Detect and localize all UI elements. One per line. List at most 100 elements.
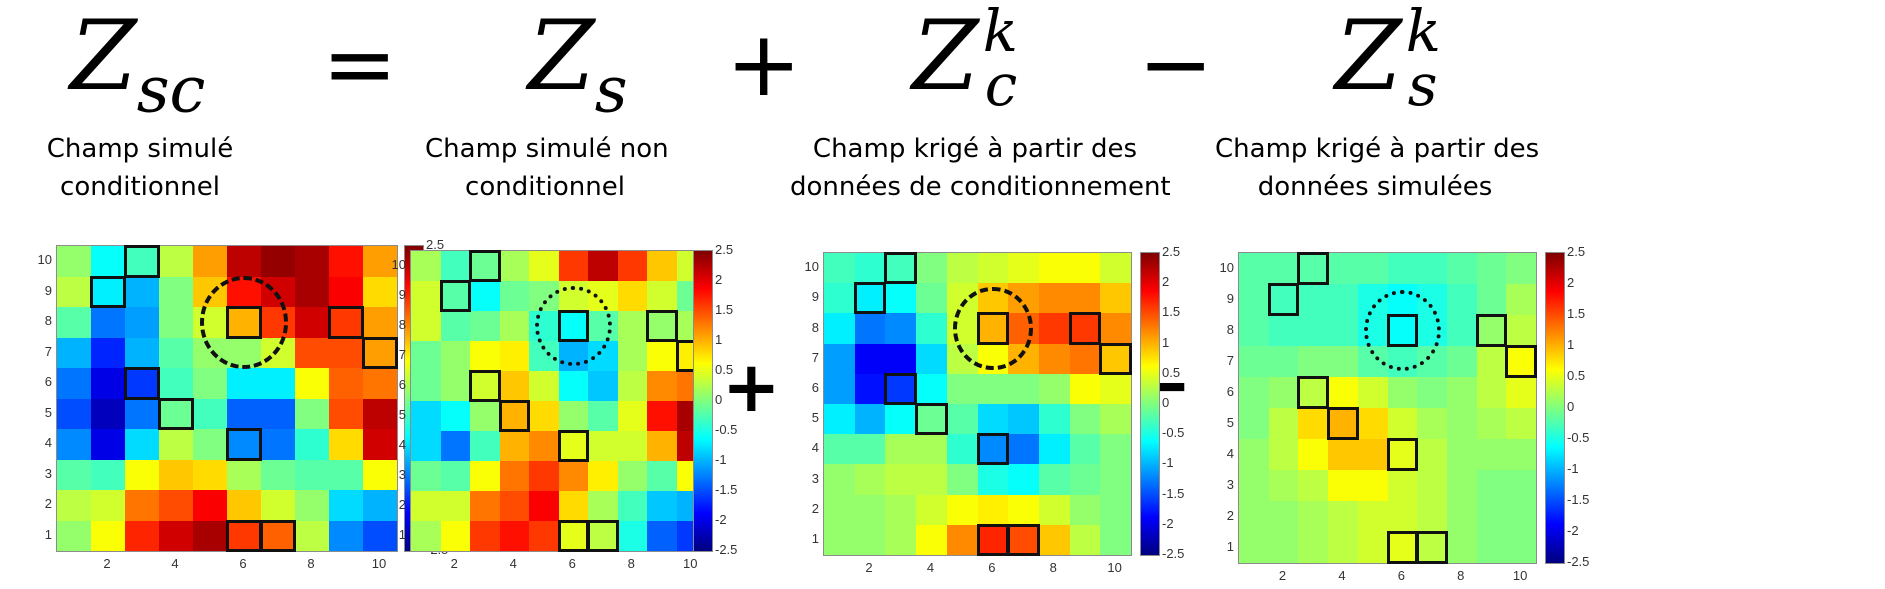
- heatmap-cell: [1328, 408, 1358, 439]
- heatmap-cell: [1387, 377, 1418, 408]
- heatmap-cell: [440, 371, 470, 401]
- y-tick-label: 7: [44, 343, 52, 359]
- heatmap-cell: [91, 246, 125, 277]
- heatmap-cell: [824, 524, 855, 555]
- heatmap-cell: [854, 343, 886, 374]
- neighborhood-circle: [952, 286, 1033, 371]
- heatmap-cell: [1268, 315, 1299, 346]
- y-tick-label: 3: [44, 465, 52, 481]
- heatmap-cell: [1506, 377, 1536, 408]
- heatmap-cell: [824, 404, 855, 435]
- heatmap-cell: [57, 490, 91, 521]
- caption-conditional-simulation: Champ simulé conditionnel: [40, 130, 240, 206]
- heatmap-cell: [363, 429, 397, 460]
- heatmap-cell: [499, 311, 529, 341]
- y-tick-label: 2: [811, 500, 819, 516]
- formula-subscript: sc: [136, 53, 206, 128]
- x-tick-label: 10: [1512, 568, 1528, 583]
- heatmap-cell: [1357, 439, 1388, 470]
- colorbar-tick-label: -1.5: [1567, 492, 1590, 507]
- conditioning-point-marker: [557, 430, 589, 462]
- heatmap-cell: [329, 368, 363, 399]
- heatmap-cell: [411, 341, 441, 371]
- heatmap-cell: [1100, 404, 1131, 435]
- heatmap-cell: [617, 341, 647, 371]
- colorbar-tick-label: 1: [715, 332, 723, 347]
- heatmap-cell: [295, 459, 329, 490]
- heatmap-cell: [1446, 408, 1477, 439]
- formula-superscript: k: [1405, 0, 1441, 65]
- heatmap-cell: [1069, 313, 1101, 344]
- heatmap-cell: [1446, 470, 1477, 501]
- heatmap-cell: [1506, 470, 1536, 501]
- heatmap-cell: [440, 521, 470, 551]
- heatmap-cell: [854, 464, 886, 495]
- heatmap-cell: [1008, 524, 1039, 555]
- heatmap-cell: [916, 313, 947, 344]
- y-tick-label: 9: [1226, 290, 1234, 306]
- y-tick-label: 9: [811, 289, 819, 305]
- conditioning-point-marker: [469, 370, 501, 402]
- heatmap-cell: [977, 524, 1009, 555]
- conditioning-point-marker: [1386, 531, 1419, 564]
- heatmap-cell: [1298, 532, 1329, 563]
- heatmap-cell: [329, 337, 363, 368]
- y-tick-label: 1: [1226, 538, 1234, 554]
- heatmap-cell: [1100, 253, 1131, 284]
- heatmap-cell: [363, 246, 397, 277]
- formula-subscript: c: [984, 51, 1018, 119]
- colorbar-tick-label: 1.5: [1567, 306, 1586, 321]
- heatmap-cell: [916, 434, 947, 465]
- colorbar-tick-label: -0.5: [1162, 425, 1185, 441]
- y-tick-label: 3: [811, 470, 819, 486]
- heatmap-cell: [1328, 315, 1358, 346]
- heatmap-cell: [1506, 346, 1536, 377]
- heatmap-cell: [558, 461, 588, 491]
- heatmap-cell: [499, 491, 529, 521]
- heatmap-cell: [363, 276, 397, 307]
- heatmap-cell: [295, 490, 329, 521]
- plus-operator: +: [726, 12, 802, 117]
- colorbar-tick-label: 0: [1162, 395, 1170, 410]
- heatmap-cell: [363, 398, 397, 429]
- heatmap-cell: [854, 373, 886, 404]
- heatmap-cell: [159, 337, 193, 368]
- heatmap-cell: [159, 490, 193, 521]
- heatmap-cell: [1298, 284, 1329, 315]
- heatmap-cell: [617, 281, 647, 311]
- heatmap-cell: [1268, 377, 1299, 408]
- y-tick-label: 10: [391, 257, 406, 272]
- heatmap-cell: [647, 461, 677, 491]
- heatmap-cell: [159, 459, 193, 490]
- x-tick-label: 8: [1457, 568, 1465, 583]
- heatmap-cell: [1069, 253, 1101, 284]
- heatmap-cell: [411, 371, 441, 401]
- conditioning-point-marker: [498, 400, 530, 432]
- heatmap-cell: [125, 459, 159, 490]
- y-tick-label: 3: [1226, 476, 1234, 492]
- x-tick-label: 4: [926, 560, 935, 575]
- heatmap-cell: [470, 341, 500, 371]
- heatmap-cell: [1476, 284, 1507, 315]
- heatmap-cell: [854, 524, 886, 555]
- heatmap-cell: [411, 461, 441, 491]
- heatmap-cell: [295, 307, 329, 338]
- heatmap-cell: [227, 429, 261, 460]
- heatmap-cell: [1239, 439, 1269, 470]
- heatmap-cell: [946, 373, 978, 404]
- heatmap-cell: [1298, 315, 1329, 346]
- heatmap-cell: [57, 368, 91, 399]
- conditioning-point-marker: [884, 372, 918, 405]
- conditioning-point-marker: [124, 245, 160, 278]
- heatmap-cell: [588, 461, 618, 491]
- heatmap-cell: [227, 398, 261, 429]
- heatmap-cell: [1268, 532, 1299, 563]
- heatmap-cell: [295, 368, 329, 399]
- heatmap-cell: [885, 524, 917, 555]
- heatmap-cell: [57, 459, 91, 490]
- heatmap-cell: [558, 491, 588, 521]
- heatmap-cell: [946, 434, 978, 465]
- colorbar-tick-label: 1.5: [1162, 304, 1181, 320]
- heatmap-cell: [329, 276, 363, 307]
- heatmap-cell: [440, 491, 470, 521]
